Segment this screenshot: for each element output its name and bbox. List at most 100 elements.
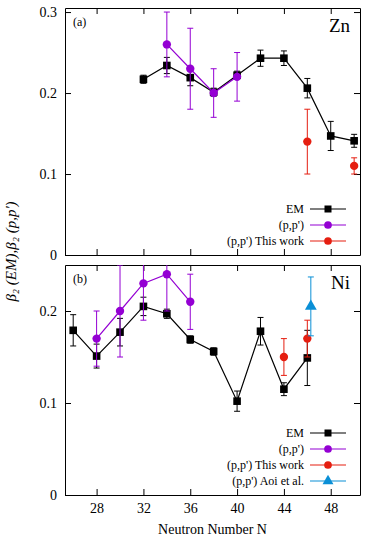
legend-entry: (p,p') This work [227, 234, 346, 248]
legend-marker [324, 461, 332, 469]
error-bar [328, 121, 334, 150]
point [209, 89, 217, 97]
point [257, 54, 265, 62]
legend-marker [325, 206, 332, 213]
tick [284, 8, 285, 14]
tick-mark [237, 249, 238, 255]
panel-label: (b) [73, 272, 87, 286]
tick-mark [143, 249, 144, 255]
tick-label: 0.2 [40, 86, 58, 101]
point [350, 162, 358, 170]
axis-line [66, 265, 361, 266]
tick: 44 [277, 489, 291, 516]
x-axis [66, 249, 361, 256]
tick-mark [331, 249, 332, 255]
point [350, 137, 358, 145]
error-bar [140, 75, 146, 83]
tick-mark [143, 489, 144, 495]
tick-label: 28 [90, 501, 104, 516]
legend-label: EM [286, 426, 304, 440]
tick-mark [190, 8, 191, 14]
tick-mark [331, 265, 332, 271]
error-bar [70, 315, 76, 346]
tick-mark [331, 8, 332, 14]
legend-entry: EM [286, 202, 346, 216]
tick: 0.2 [40, 304, 72, 319]
legend-entry: (p,p') [279, 442, 346, 456]
axis-line [66, 495, 361, 496]
tick-label: 0.3 [40, 5, 58, 20]
legend: EM (p,p') (p,p') This work (p,p') Aoi et al… [227, 426, 346, 488]
point [140, 75, 148, 83]
axis-line [65, 9, 66, 256]
tick-label: 32 [137, 501, 151, 516]
title: Ni [331, 272, 350, 293]
legend-label: (p,p') Aoi et al. [232, 474, 304, 488]
tick: 28 [90, 489, 104, 516]
legend-marker [324, 221, 332, 229]
tick-mark [65, 495, 71, 496]
point [305, 300, 317, 310]
tick-mark [97, 489, 98, 495]
tick: 0 [50, 488, 71, 503]
tick-mark [354, 255, 360, 256]
point [210, 348, 218, 356]
tick-mark [190, 249, 191, 255]
tick [354, 12, 360, 13]
point [163, 40, 171, 48]
tick-mark [97, 249, 98, 255]
tick [284, 249, 285, 255]
tick-mark [237, 8, 238, 14]
tick: 48 [324, 489, 338, 516]
x-axis-top [66, 265, 361, 271]
tick [237, 8, 238, 14]
y-axis-right [354, 9, 361, 256]
tick [237, 265, 238, 271]
tick-label: 0.2 [40, 304, 58, 319]
tick-mark [65, 255, 71, 256]
legend-entry: (p,p') This work [227, 458, 346, 472]
point [233, 397, 241, 405]
tick-label: 0 [50, 248, 57, 263]
x-axis: 283236404448 [66, 489, 361, 516]
figure: 00.10.20.3(a)ZnEM(p,p')(p,p') This workβ… [0, 0, 368, 542]
tick-mark [143, 8, 144, 14]
tick-mark [331, 489, 332, 495]
tick-mark [237, 489, 238, 495]
tick [354, 255, 360, 256]
legend-label: (p,p') This work [227, 234, 304, 248]
tick-mark [190, 265, 191, 271]
plot-area [69, 265, 316, 411]
error-bar [257, 317, 263, 345]
point [116, 307, 124, 315]
tick [143, 249, 144, 255]
legend-marker [323, 475, 334, 484]
tick [354, 93, 360, 94]
tick: 0.3 [40, 5, 72, 20]
tick [284, 265, 285, 271]
tick-label: 48 [324, 501, 338, 516]
tick-mark [65, 12, 71, 13]
tick-mark [97, 265, 98, 271]
error-bar [281, 51, 287, 66]
tick-label: 44 [277, 501, 291, 516]
point [186, 65, 194, 73]
tick: 0.1 [40, 167, 72, 182]
tick [97, 8, 98, 14]
error-bar [140, 265, 146, 320]
legend-marker [324, 237, 332, 245]
legend-label: EM [286, 202, 304, 216]
error-bar [187, 336, 193, 343]
point [257, 327, 265, 335]
y-axis-title: β₂ (EM),β₂ (p,p') [3, 201, 20, 302]
tick-mark [284, 249, 285, 255]
tick-mark [190, 489, 191, 495]
tick-label: 0.1 [40, 396, 58, 411]
x-axis-top [66, 8, 361, 14]
point [233, 73, 241, 81]
tick [354, 495, 360, 496]
tick-mark [65, 93, 71, 94]
tick [143, 8, 144, 14]
tick [97, 249, 98, 255]
error-bar [281, 383, 287, 396]
